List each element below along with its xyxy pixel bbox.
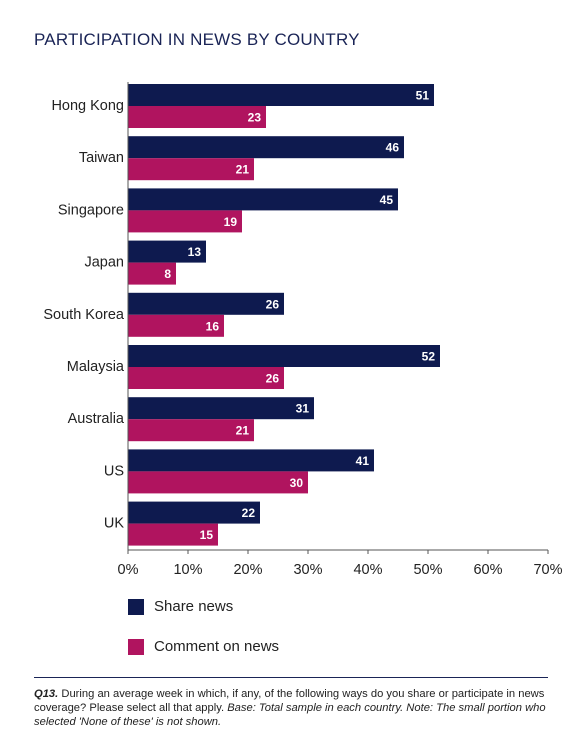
bar-comment bbox=[128, 367, 284, 389]
bar-comment bbox=[128, 523, 218, 546]
x-tick-label: 30% bbox=[293, 562, 322, 578]
legend-swatch-comment bbox=[128, 638, 144, 655]
data-label: 30 bbox=[290, 476, 304, 490]
bar-comment bbox=[128, 210, 242, 233]
bar-comment bbox=[128, 419, 254, 442]
category-label: Hong Kong bbox=[51, 98, 124, 114]
x-tick-label: 60% bbox=[473, 562, 502, 578]
category-label: Australia bbox=[68, 411, 125, 427]
bar-share bbox=[128, 397, 314, 420]
bar-comment bbox=[128, 262, 176, 285]
category-label: Singapore bbox=[58, 202, 124, 218]
x-tick-label: 20% bbox=[233, 562, 262, 578]
data-label: 19 bbox=[224, 215, 238, 229]
bar-comment bbox=[128, 158, 254, 181]
bar-chart: Hong Kong 51 23 Taiwan 46 21 Singapore 45 19 Japa… bbox=[43, 82, 563, 578]
bar-share bbox=[128, 136, 404, 159]
bar-share bbox=[128, 345, 440, 367]
category-label: South Korea bbox=[43, 307, 125, 323]
bar-share bbox=[128, 292, 284, 315]
bar-share bbox=[128, 449, 374, 472]
chart-title: PARTICIPATION IN NEWS BY COUNTRY bbox=[34, 30, 360, 49]
footnote-question-number: Q13. bbox=[34, 688, 59, 700]
category-label: UK bbox=[104, 516, 124, 532]
bar-share bbox=[128, 501, 260, 524]
data-label: 21 bbox=[236, 163, 250, 177]
footnote-question-text: During an average week in which, if any,… bbox=[34, 688, 545, 714]
x-tick-label: 40% bbox=[353, 562, 382, 578]
data-label: 21 bbox=[236, 424, 250, 438]
x-tick-label: 50% bbox=[413, 562, 442, 578]
data-label: 22 bbox=[242, 506, 256, 520]
data-label: 31 bbox=[296, 402, 310, 416]
bar-share bbox=[128, 84, 434, 106]
data-label: 16 bbox=[206, 319, 220, 333]
data-label: 23 bbox=[248, 111, 262, 125]
x-tick-label: 10% bbox=[173, 562, 202, 578]
x-tick-label: 0% bbox=[118, 562, 139, 578]
bar-comment bbox=[128, 314, 224, 337]
data-label: 51 bbox=[416, 89, 430, 103]
data-label: 46 bbox=[386, 141, 400, 155]
footnote: Q13. During an average week in which, if… bbox=[34, 687, 548, 729]
legend-label-comment: Comment on news bbox=[154, 638, 280, 655]
legend-item-share: Share news bbox=[128, 598, 233, 615]
bar-share bbox=[128, 188, 398, 211]
data-label: 26 bbox=[266, 297, 280, 311]
category-label: Japan bbox=[84, 255, 124, 271]
data-label: 15 bbox=[200, 528, 214, 542]
data-label: 41 bbox=[356, 454, 370, 468]
legend-label-share: Share news bbox=[154, 598, 234, 615]
footnote-note: Base: Total sample in each country. Note… bbox=[34, 702, 546, 728]
legend-swatch-share bbox=[128, 598, 144, 615]
data-label: 26 bbox=[266, 372, 280, 386]
data-label: 45 bbox=[380, 193, 394, 207]
footnote-divider bbox=[34, 677, 548, 678]
legend-item-comment: Comment on news bbox=[128, 638, 279, 655]
category-label: Malaysia bbox=[67, 359, 125, 375]
bar-share bbox=[128, 240, 206, 263]
x-tick-label: 70% bbox=[533, 562, 562, 578]
data-label: 13 bbox=[188, 245, 202, 259]
category-label: US bbox=[104, 463, 124, 479]
bar-comment bbox=[128, 106, 266, 128]
data-label: 52 bbox=[422, 350, 436, 364]
bar-comment bbox=[128, 471, 308, 494]
data-label: 8 bbox=[164, 267, 171, 281]
category-label: Taiwan bbox=[79, 150, 124, 166]
